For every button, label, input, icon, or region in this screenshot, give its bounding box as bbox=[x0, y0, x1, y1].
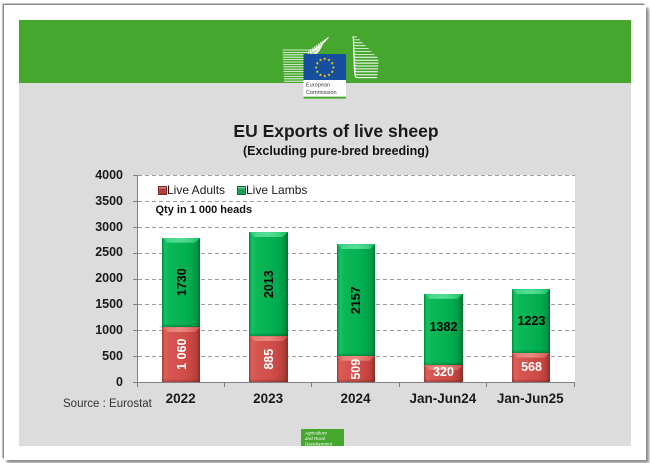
svg-text:and Rural: and Rural bbox=[305, 436, 326, 441]
svg-text:Agriculture: Agriculture bbox=[304, 430, 327, 435]
svg-text:Commission: Commission bbox=[306, 90, 337, 96]
svg-text:European: European bbox=[306, 83, 330, 89]
svg-text:Development: Development bbox=[305, 441, 333, 446]
